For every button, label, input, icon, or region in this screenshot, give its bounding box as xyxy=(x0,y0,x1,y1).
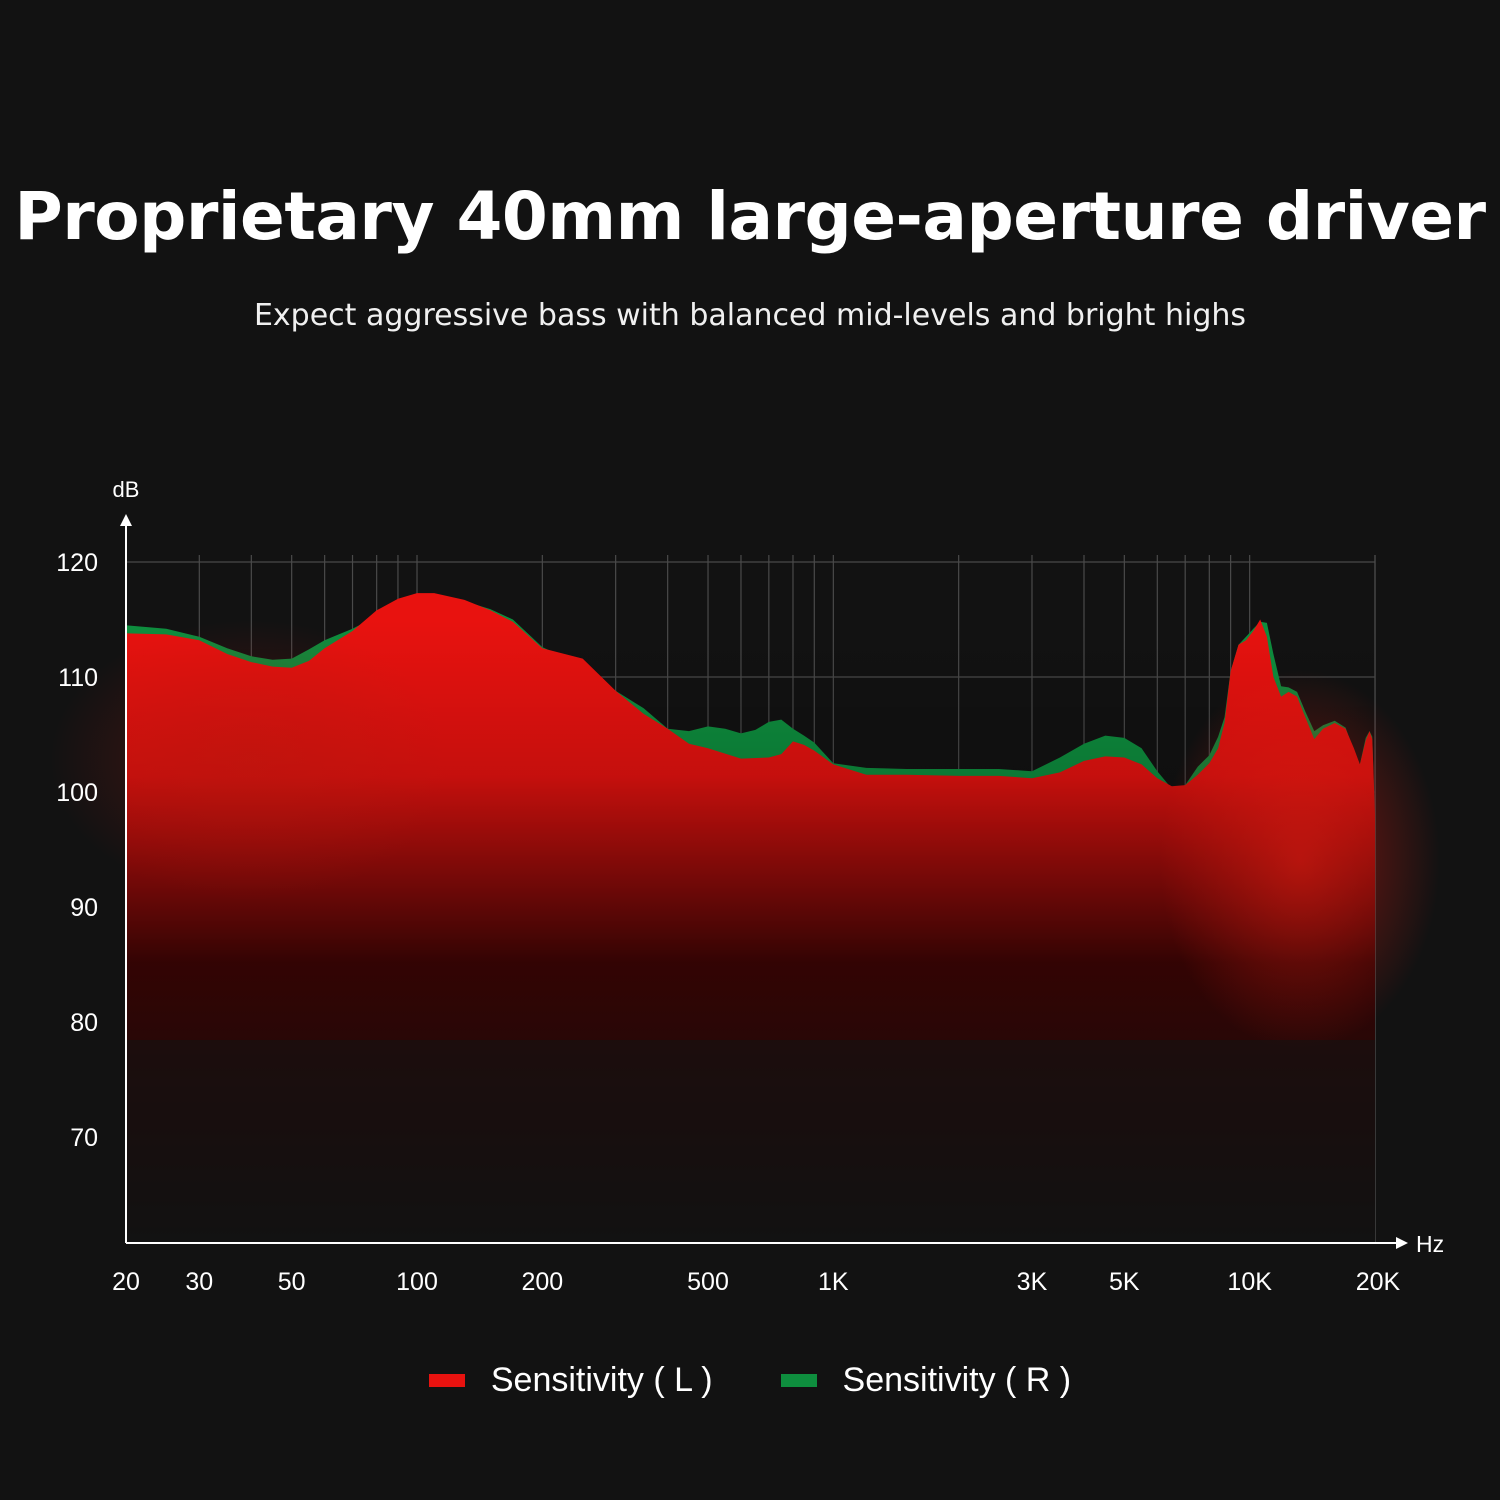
x-tick-label: 500 xyxy=(687,1268,729,1296)
legend-item-left: Sensitivity ( L ) xyxy=(428,1360,713,1400)
legend-swatch-left xyxy=(428,1373,465,1387)
x-tick-label: 100 xyxy=(396,1268,438,1296)
legend-label-right: Sensitivity ( R ) xyxy=(842,1360,1072,1399)
x-tick-label: 20 xyxy=(112,1268,140,1296)
x-axis-arrow xyxy=(1396,1237,1408,1249)
x-tick-label: 200 xyxy=(521,1268,563,1296)
x-tick-label: 20K xyxy=(1356,1268,1401,1296)
axes xyxy=(120,514,1408,1249)
bottom-shade xyxy=(126,1040,1375,1243)
legend-label-left: Sensitivity ( L ) xyxy=(490,1360,713,1399)
x-tick-label: 5K xyxy=(1109,1268,1140,1296)
page-subtitle: Expect aggressive bass with balanced mid… xyxy=(253,298,1247,333)
legend: Sensitivity ( L ) Sensitivity ( R ) xyxy=(0,1355,1500,1405)
glow-highs xyxy=(1160,670,1440,1050)
x-tick-label: 10K xyxy=(1227,1268,1272,1296)
y-tick-label: 90 xyxy=(70,894,98,922)
tick-labels: 120 110 100 90 80 70 20 30 50 100 200 500 1K 3K 5K 10K 2… xyxy=(56,477,1444,1296)
x-tick-label: 30 xyxy=(185,1268,213,1296)
x-tick-label: 3K xyxy=(1017,1268,1048,1296)
x-tick-label: 1K xyxy=(818,1268,849,1296)
x-tick-label: 50 xyxy=(278,1268,306,1296)
y-tick-label: 120 xyxy=(56,549,98,577)
legend-swatch-right xyxy=(780,1373,817,1387)
fade-overlay xyxy=(50,620,1440,1243)
y-tick-label: 110 xyxy=(58,664,98,692)
y-tick-label: 80 xyxy=(70,1009,98,1037)
y-axis-arrow xyxy=(120,514,132,526)
y-tick-label: 100 xyxy=(56,779,98,807)
y-axis-label: dB xyxy=(113,477,140,502)
x-axis-label: Hz xyxy=(1416,1231,1444,1257)
page-title: Proprietary 40mm large-aperture driver xyxy=(14,178,1486,255)
y-tick-label: 70 xyxy=(70,1124,98,1152)
glow-bass xyxy=(50,620,450,900)
legend-item-right: Sensitivity ( R ) xyxy=(780,1360,1072,1400)
